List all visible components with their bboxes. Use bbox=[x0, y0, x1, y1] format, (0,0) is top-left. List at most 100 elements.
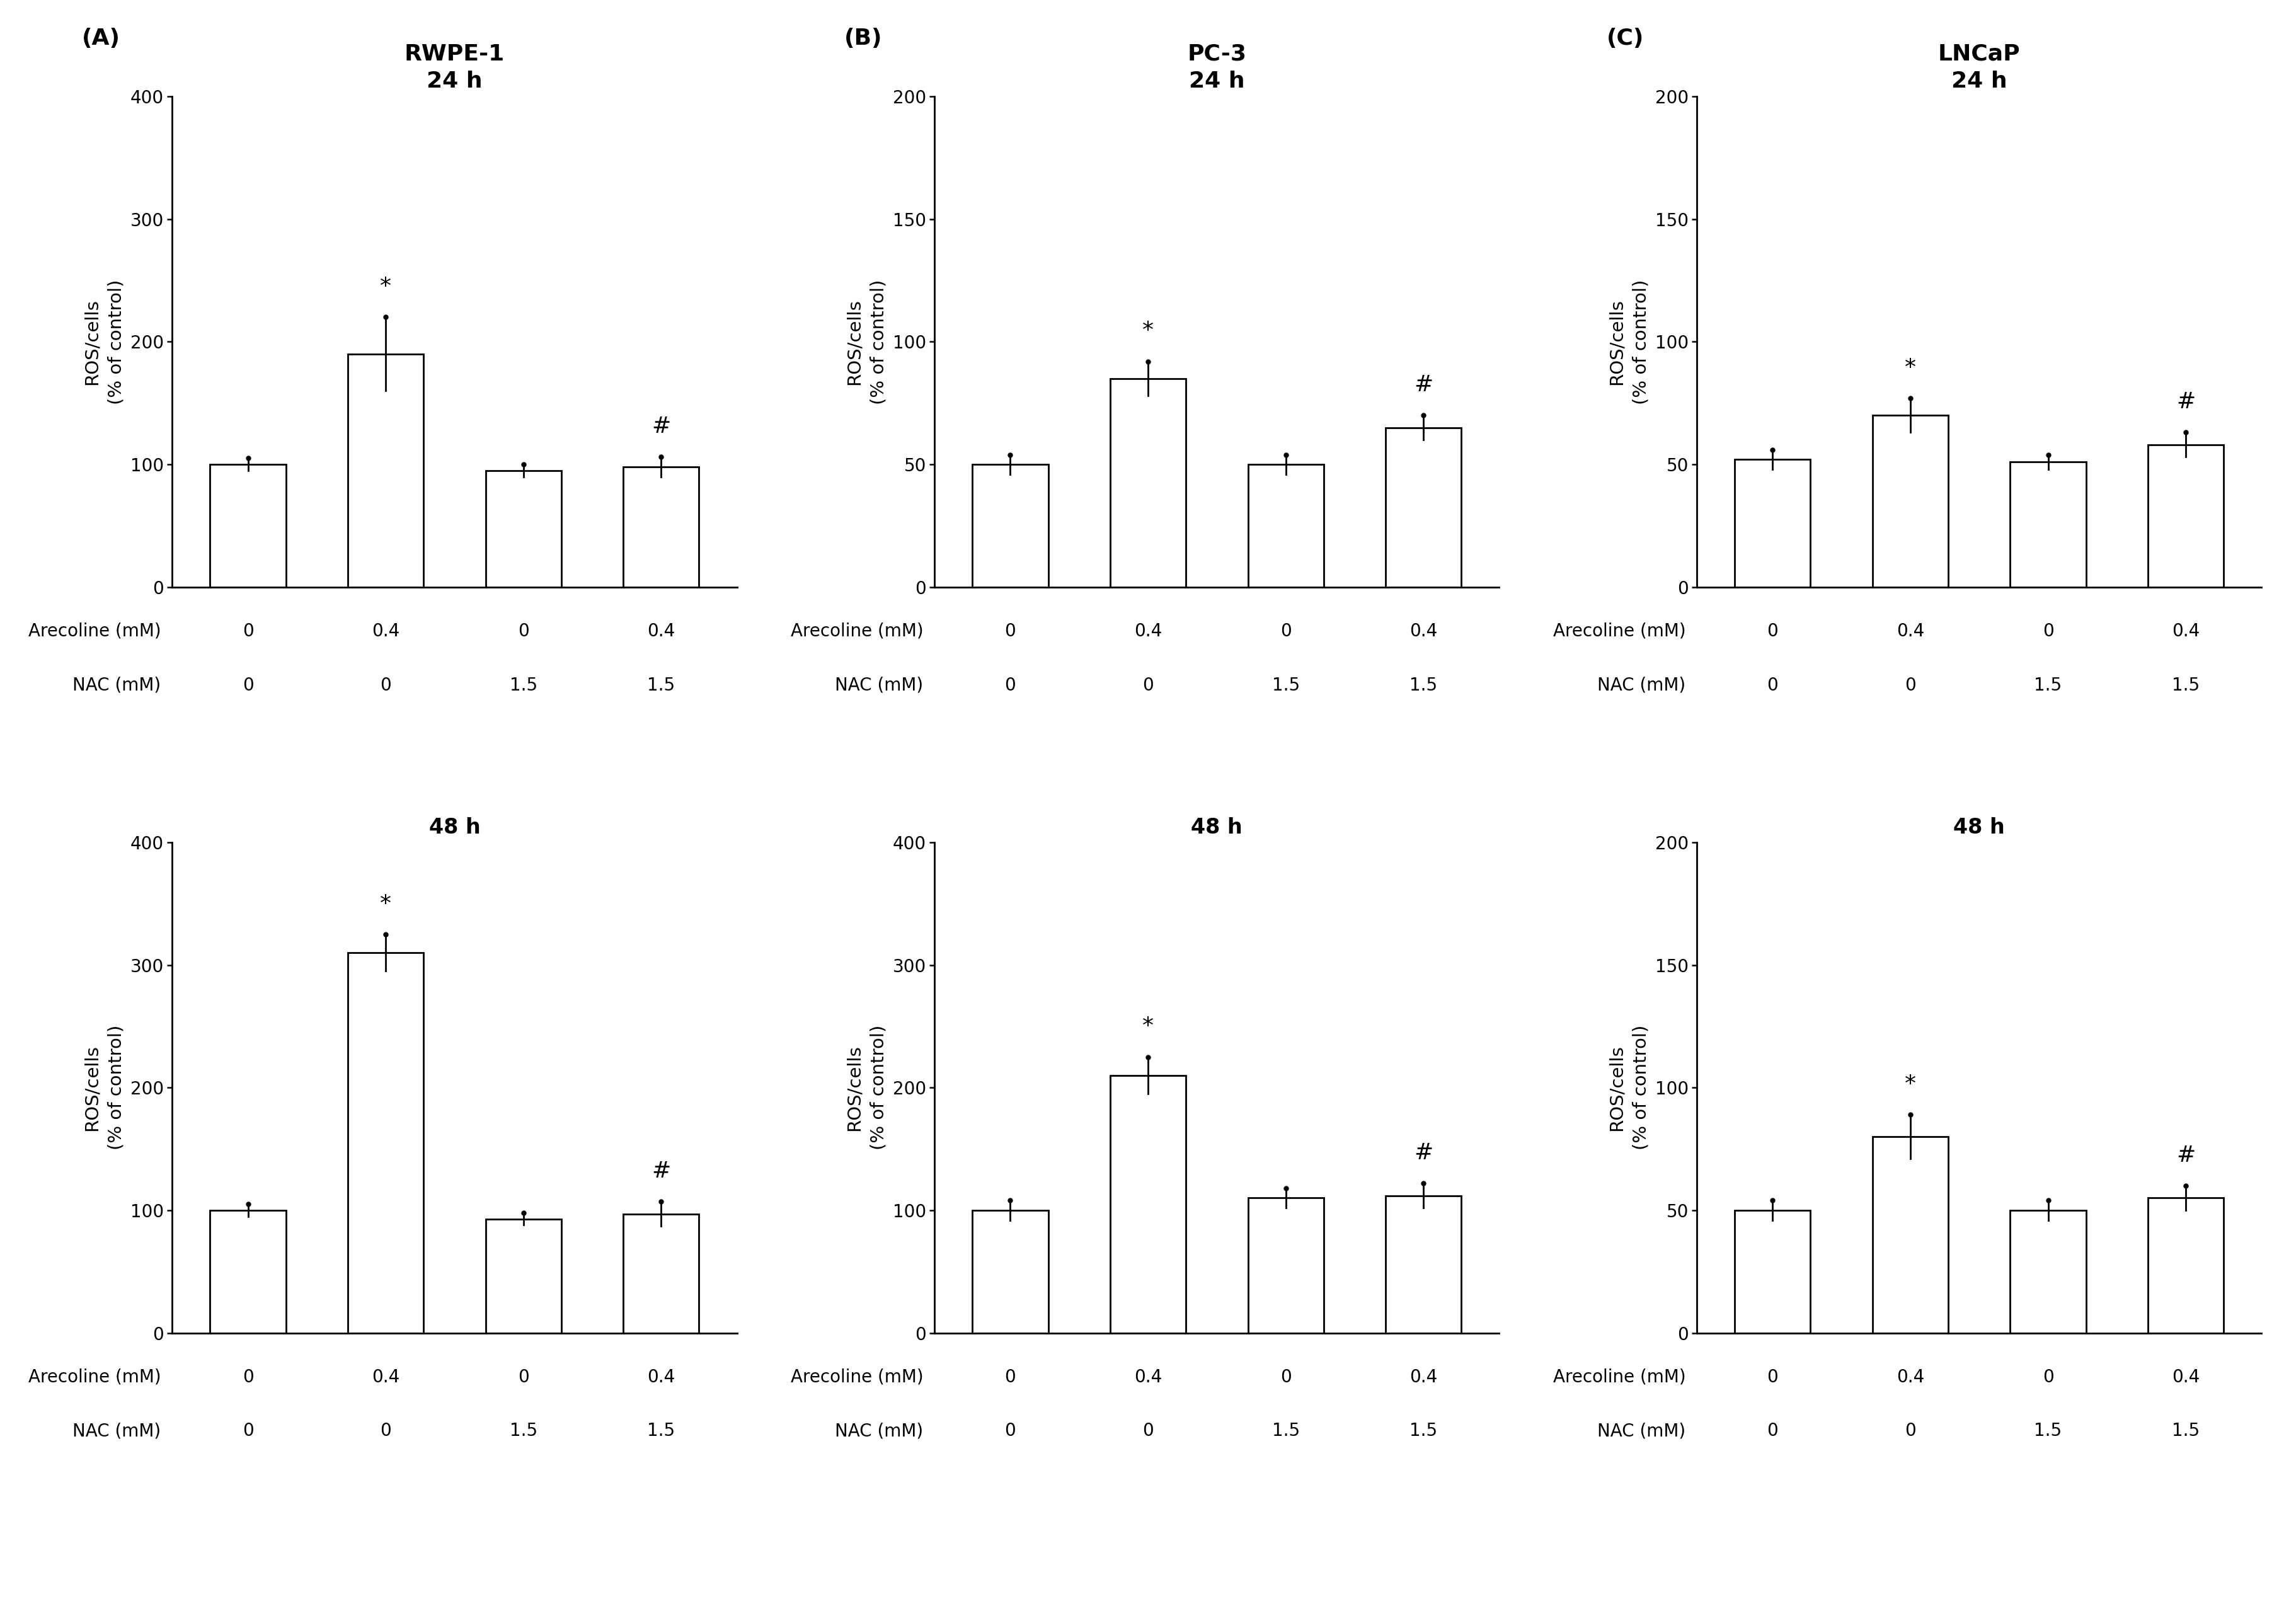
Bar bbox=[1247, 464, 1322, 588]
Text: 0: 0 bbox=[2043, 623, 2053, 641]
Text: 0.4: 0.4 bbox=[1896, 623, 1924, 641]
Bar bbox=[974, 464, 1049, 588]
Bar bbox=[1384, 427, 1460, 588]
Text: 0: 0 bbox=[1281, 623, 1290, 641]
Y-axis label: ROS/cells
(% of control): ROS/cells (% of control) bbox=[1607, 1025, 1651, 1150]
Text: 0.4: 0.4 bbox=[1410, 623, 1437, 641]
Bar bbox=[622, 1214, 698, 1333]
Bar bbox=[1874, 416, 1949, 588]
Text: 1.5: 1.5 bbox=[1272, 676, 1300, 694]
Text: 1.5: 1.5 bbox=[647, 676, 675, 694]
Text: 0: 0 bbox=[519, 1368, 528, 1386]
Bar bbox=[2149, 1198, 2225, 1333]
Text: 0: 0 bbox=[243, 1368, 253, 1386]
Title: 48 h: 48 h bbox=[1192, 817, 1242, 838]
Text: 0.4: 0.4 bbox=[1134, 1368, 1162, 1386]
Bar bbox=[347, 353, 422, 588]
Title: PC-3
24 h: PC-3 24 h bbox=[1187, 43, 1247, 92]
Text: Arecoline (mM): Arecoline (mM) bbox=[790, 623, 923, 641]
Text: #: # bbox=[652, 416, 670, 437]
Y-axis label: ROS/cells
(% of control): ROS/cells (% of control) bbox=[1607, 279, 1651, 405]
Bar bbox=[484, 471, 560, 588]
Text: 0: 0 bbox=[1768, 676, 1777, 694]
Text: 0: 0 bbox=[1143, 1423, 1153, 1441]
Text: 0: 0 bbox=[1143, 676, 1153, 694]
Text: 1.5: 1.5 bbox=[510, 676, 537, 694]
Text: NAC (mM): NAC (mM) bbox=[836, 676, 923, 694]
Text: 0: 0 bbox=[1281, 1368, 1290, 1386]
Text: NAC (mM): NAC (mM) bbox=[73, 676, 161, 694]
Text: 0: 0 bbox=[381, 1423, 390, 1441]
Text: 0: 0 bbox=[1768, 623, 1777, 641]
Title: 48 h: 48 h bbox=[1954, 817, 2004, 838]
Text: 0: 0 bbox=[1006, 1368, 1015, 1386]
Bar bbox=[1247, 1198, 1322, 1333]
Title: RWPE-1
24 h: RWPE-1 24 h bbox=[404, 43, 505, 92]
Text: 0: 0 bbox=[243, 676, 253, 694]
Title: LNCaP
24 h: LNCaP 24 h bbox=[1938, 43, 2020, 92]
Text: *: * bbox=[1906, 1073, 1917, 1095]
Text: 0.4: 0.4 bbox=[372, 623, 400, 641]
Text: Arecoline (mM): Arecoline (mM) bbox=[28, 623, 161, 641]
Text: *: * bbox=[381, 276, 390, 297]
Text: *: * bbox=[381, 893, 390, 915]
Text: 0.4: 0.4 bbox=[647, 1368, 675, 1386]
Text: NAC (mM): NAC (mM) bbox=[1598, 1423, 1685, 1441]
Text: 0: 0 bbox=[1768, 1423, 1777, 1441]
Bar bbox=[622, 467, 698, 588]
Bar bbox=[2011, 463, 2087, 588]
Text: 0: 0 bbox=[243, 1423, 253, 1441]
Text: #: # bbox=[1414, 1142, 1433, 1164]
Y-axis label: ROS/cells
(% of control): ROS/cells (% of control) bbox=[83, 279, 124, 405]
Text: NAC (mM): NAC (mM) bbox=[1598, 676, 1685, 694]
Text: 0.4: 0.4 bbox=[2172, 623, 2200, 641]
Bar bbox=[2011, 1211, 2087, 1333]
Text: 0.4: 0.4 bbox=[372, 1368, 400, 1386]
Text: 0: 0 bbox=[1906, 676, 1915, 694]
Bar bbox=[209, 1211, 285, 1333]
Text: Arecoline (mM): Arecoline (mM) bbox=[28, 1368, 161, 1386]
Text: NAC (mM): NAC (mM) bbox=[836, 1423, 923, 1441]
Bar bbox=[1874, 1137, 1949, 1333]
Bar bbox=[2149, 445, 2225, 588]
Text: 1.5: 1.5 bbox=[1410, 1423, 1437, 1441]
Text: NAC (mM): NAC (mM) bbox=[73, 1423, 161, 1441]
Text: Arecoline (mM): Arecoline (mM) bbox=[1552, 623, 1685, 641]
Text: *: * bbox=[1906, 357, 1917, 379]
Bar bbox=[484, 1219, 560, 1333]
Bar bbox=[1111, 379, 1187, 588]
Text: Arecoline (mM): Arecoline (mM) bbox=[790, 1368, 923, 1386]
Y-axis label: ROS/cells
(% of control): ROS/cells (% of control) bbox=[83, 1025, 124, 1150]
Text: 0: 0 bbox=[1006, 1423, 1015, 1441]
Bar bbox=[347, 952, 422, 1333]
Text: #: # bbox=[2177, 1145, 2195, 1166]
Text: 0.4: 0.4 bbox=[1410, 1368, 1437, 1386]
Text: #: # bbox=[2177, 392, 2195, 413]
Text: 0: 0 bbox=[1006, 623, 1015, 641]
Bar bbox=[1736, 1211, 1812, 1333]
Text: 0.4: 0.4 bbox=[1134, 623, 1162, 641]
Title: 48 h: 48 h bbox=[429, 817, 480, 838]
Y-axis label: ROS/cells
(% of control): ROS/cells (% of control) bbox=[845, 279, 889, 405]
Text: 0: 0 bbox=[1006, 676, 1015, 694]
Text: 0: 0 bbox=[2043, 1368, 2053, 1386]
Text: *: * bbox=[1143, 1017, 1153, 1037]
Text: 0: 0 bbox=[519, 623, 528, 641]
Bar bbox=[974, 1211, 1049, 1333]
Text: #: # bbox=[1414, 374, 1433, 395]
Text: 1.5: 1.5 bbox=[2034, 1423, 2062, 1441]
Text: 0.4: 0.4 bbox=[2172, 1368, 2200, 1386]
Bar bbox=[1111, 1076, 1187, 1333]
Text: Arecoline (mM): Arecoline (mM) bbox=[1552, 1368, 1685, 1386]
Text: 0: 0 bbox=[1768, 1368, 1777, 1386]
Y-axis label: ROS/cells
(% of control): ROS/cells (% of control) bbox=[845, 1025, 889, 1150]
Text: *: * bbox=[1143, 320, 1153, 342]
Text: #: # bbox=[652, 1161, 670, 1182]
Text: (B): (B) bbox=[845, 27, 882, 50]
Text: 1.5: 1.5 bbox=[2172, 676, 2200, 694]
Text: (A): (A) bbox=[83, 27, 119, 50]
Bar bbox=[209, 464, 285, 588]
Text: 0: 0 bbox=[381, 676, 390, 694]
Text: 0: 0 bbox=[1906, 1423, 1915, 1441]
Text: 0.4: 0.4 bbox=[1896, 1368, 1924, 1386]
